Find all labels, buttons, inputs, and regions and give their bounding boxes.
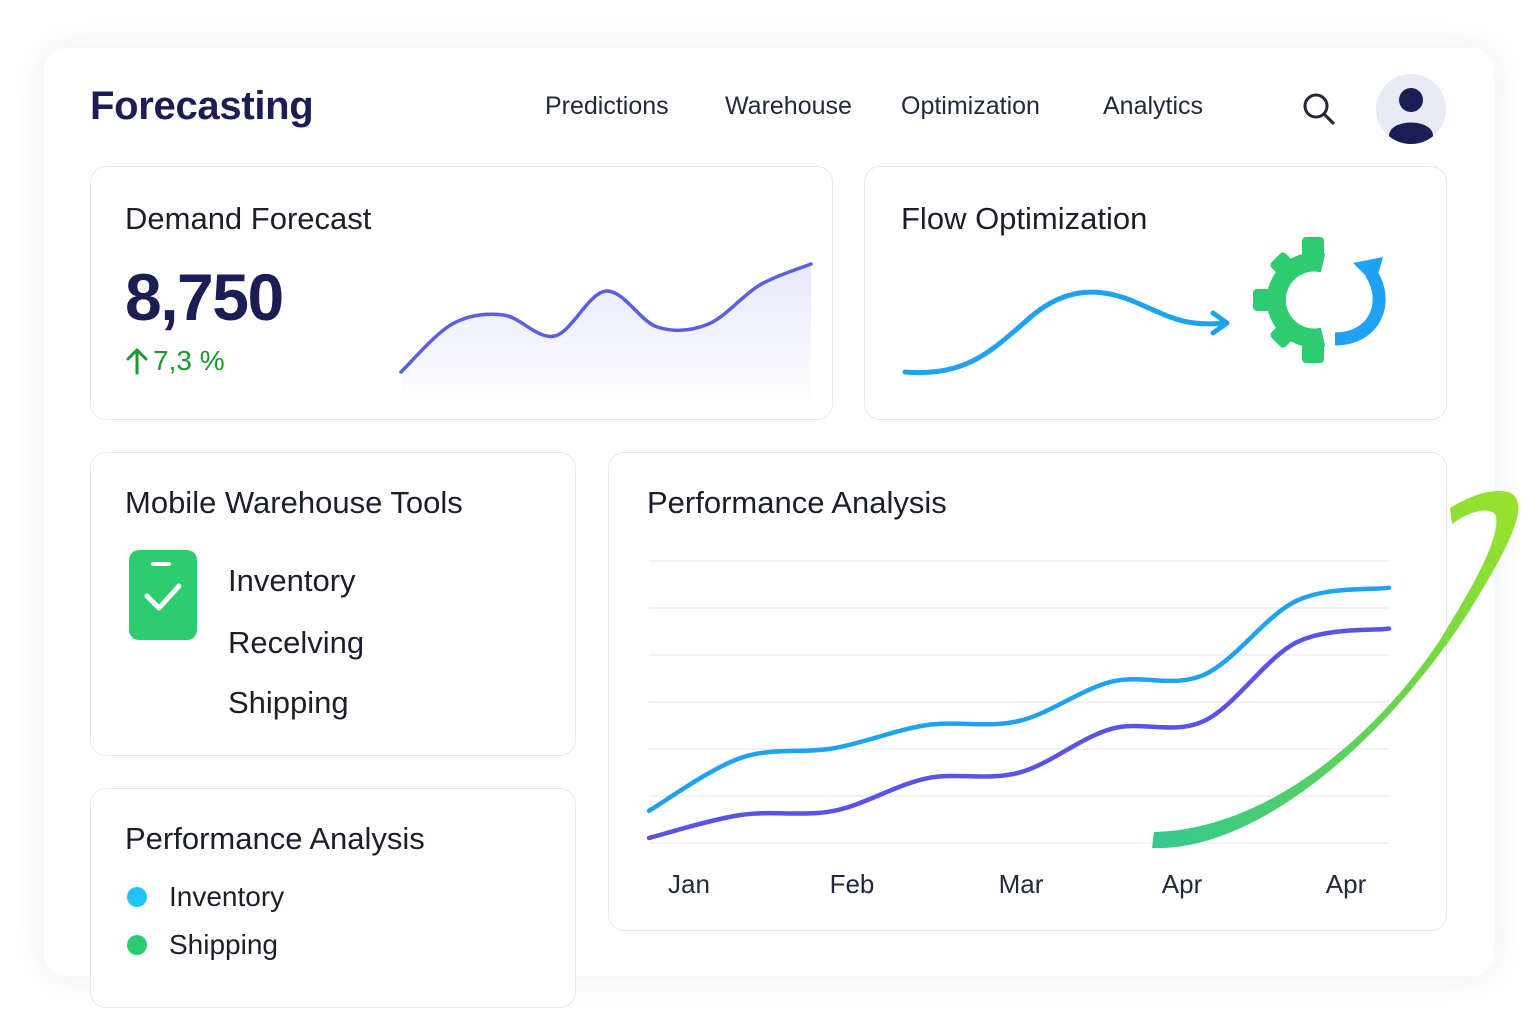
flow-arrowhead bbox=[1210, 310, 1230, 336]
demand-change: 7,3 % bbox=[125, 345, 225, 377]
arrow-up-icon bbox=[126, 348, 148, 375]
nav-warehouse[interactable]: Warehouse bbox=[725, 92, 852, 120]
legend-label-inventory: Inventory bbox=[169, 881, 285, 912]
performance-chart-title: Performance Analysis bbox=[647, 485, 947, 520]
performance-line-chart: Jan Feb Mar Apr Apr bbox=[646, 560, 1392, 899]
x-tick-label: Apr bbox=[1162, 869, 1203, 899]
user-icon bbox=[1389, 88, 1433, 144]
series-line-1 bbox=[646, 626, 1392, 841]
demand-change-value: 7,3 % bbox=[153, 345, 225, 376]
nav-predictions[interactable]: Predictions bbox=[545, 92, 669, 120]
demand-area bbox=[401, 264, 811, 407]
performance-legend-card: Performance Analysis Inventory Shipping bbox=[90, 788, 576, 1008]
performance-legend-title: Performance Analysis bbox=[125, 821, 425, 856]
flow-optimization-title: Flow Optimization bbox=[901, 201, 1148, 236]
search-icon[interactable] bbox=[1298, 88, 1338, 128]
page-title: Forecasting bbox=[90, 84, 314, 128]
legend-dot-shipping bbox=[127, 935, 147, 955]
demand-forecast-title: Demand Forecast bbox=[125, 201, 372, 236]
flow-optimization-card: Flow Optimization bbox=[864, 166, 1447, 420]
flow-curve bbox=[902, 289, 1228, 376]
x-tick-label: Feb bbox=[830, 869, 875, 899]
legend-item: Shipping bbox=[127, 929, 278, 961]
nav-optimization[interactable]: Optimization bbox=[901, 92, 1040, 120]
tool-receiving[interactable]: Recelving bbox=[228, 625, 365, 660]
warehouse-tools-card: Mobile Warehouse Tools Inventory Recelvi… bbox=[90, 452, 576, 756]
nav-analytics[interactable]: Analytics bbox=[1103, 92, 1204, 120]
tool-inventory[interactable]: Inventory bbox=[228, 563, 356, 598]
flow-graphic bbox=[902, 237, 1386, 376]
legend-label-shipping: Shipping bbox=[169, 929, 278, 960]
x-tick-label: Jan bbox=[668, 869, 710, 899]
tool-shipping[interactable]: Shipping bbox=[228, 685, 349, 720]
x-tick-label: Apr bbox=[1326, 869, 1367, 899]
demand-value: 8,750 bbox=[125, 260, 284, 334]
gear-refresh-icon bbox=[1253, 237, 1386, 363]
warehouse-tools-title: Mobile Warehouse Tools bbox=[125, 485, 463, 520]
demand-sparkline bbox=[399, 262, 813, 407]
clipboard-check-icon bbox=[129, 550, 197, 640]
demand-line bbox=[399, 262, 813, 374]
demand-forecast-card: Demand Forecast 8,750 7,3 % bbox=[90, 166, 833, 420]
performance-chart-card: Performance Analysis Jan Feb Mar Apr Apr bbox=[608, 452, 1447, 931]
avatar[interactable] bbox=[1376, 74, 1446, 144]
legend-dot-inventory bbox=[127, 887, 147, 907]
legend-item: Inventory bbox=[127, 881, 284, 913]
x-tick-label: Mar bbox=[999, 869, 1044, 899]
series-line-0 bbox=[646, 585, 1392, 814]
